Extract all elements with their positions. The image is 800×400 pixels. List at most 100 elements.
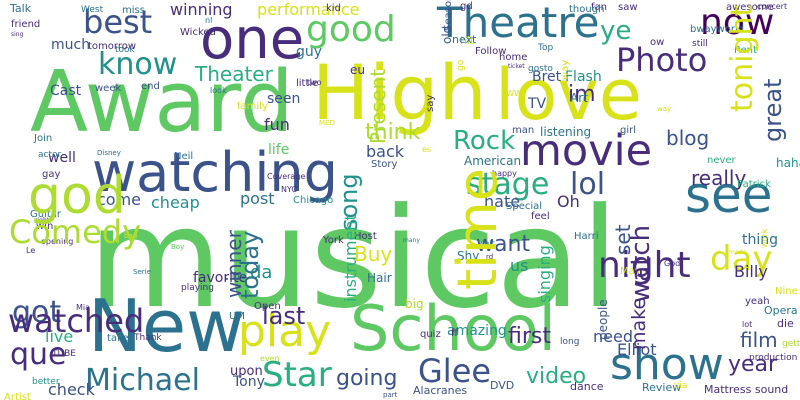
- word-guitar: Guitar: [30, 209, 62, 220]
- word-play: play: [238, 306, 332, 357]
- word-year: year: [728, 352, 778, 377]
- word-hit: hit: [460, 34, 475, 47]
- word-patrick: Patrick: [737, 179, 771, 190]
- word-one: one: [200, 7, 305, 72]
- word-night: night: [598, 245, 691, 286]
- word-video: video: [526, 364, 587, 389]
- word-happy: happy: [492, 169, 517, 178]
- word-stage: stage: [466, 167, 550, 202]
- word-great: great: [759, 78, 787, 142]
- word-set: set: [611, 224, 635, 255]
- word-god-2: god: [28, 166, 126, 226]
- word-may: May: [620, 266, 641, 277]
- word-watching: watching: [92, 141, 338, 204]
- word-rd: rd: [486, 253, 494, 261]
- word-story: Story: [371, 159, 398, 170]
- word-took: took: [115, 45, 135, 55]
- word-production: production: [749, 353, 798, 363]
- word-tv: TV: [528, 96, 547, 112]
- word-first: first: [508, 324, 551, 349]
- word-hair: Hair: [367, 271, 392, 285]
- word-long: long: [560, 337, 580, 347]
- word-art: Art: [570, 91, 588, 105]
- word-cast: Cast: [50, 83, 82, 99]
- word-gosto: gosto: [528, 64, 553, 74]
- word-much: much: [51, 37, 91, 53]
- word-fun: fun: [264, 115, 290, 134]
- word-dance: dance: [570, 380, 604, 393]
- word-hate: hate: [484, 192, 521, 211]
- word-want: want: [476, 232, 531, 257]
- word-chicago: Chicago: [293, 195, 334, 206]
- word-tony: Tony: [233, 374, 265, 390]
- word-new: New: [88, 284, 246, 368]
- word-star: Star: [262, 355, 332, 395]
- word-theater: Theater: [195, 62, 273, 86]
- word-mattress-sound: Mattress sound: [704, 383, 789, 396]
- word-tube: TUBE: [52, 349, 76, 359]
- word-better: better: [32, 377, 60, 387]
- word-shy: Shy: [457, 249, 480, 263]
- word-say: say: [425, 94, 436, 112]
- word-ye: ye: [600, 16, 632, 46]
- word-harri: Harri: [574, 231, 599, 242]
- word-listening: listening: [540, 125, 592, 139]
- word-yeah: yeah: [745, 296, 770, 307]
- word-way: way: [657, 105, 672, 113]
- word-opera: Opera: [764, 304, 798, 317]
- word-show: show: [610, 339, 724, 390]
- word-watched: watched: [8, 302, 145, 340]
- word-still: still: [692, 39, 708, 49]
- word-look: look: [210, 86, 227, 95]
- word-win: win: [36, 221, 54, 232]
- word-though: though: [569, 4, 605, 15]
- word-top: Top: [538, 43, 554, 53]
- word-michael: Michael: [85, 363, 200, 398]
- word-best: best: [83, 3, 153, 41]
- word-buy: Buy: [354, 242, 393, 266]
- word-winner: winner: [222, 230, 246, 298]
- word-american: American: [464, 154, 522, 168]
- word-present: Present: [366, 68, 390, 144]
- word-ticket: ticket: [508, 63, 525, 70]
- word-really: really: [691, 166, 747, 190]
- word-know: know: [98, 47, 178, 82]
- word-nyc: NYC: [281, 185, 298, 194]
- word-us: us: [510, 256, 529, 275]
- word-coverage: Coverage: [267, 172, 306, 181]
- word-two: two: [307, 78, 322, 87]
- word-artist: Artist: [4, 392, 31, 400]
- word-live: live: [45, 327, 74, 346]
- word-part: part: [383, 391, 398, 399]
- word-guy: guy: [296, 44, 323, 60]
- word-week: week: [95, 83, 122, 94]
- word-come: come: [97, 190, 142, 209]
- word-host: Host: [354, 231, 377, 242]
- word-quiz: quiz: [420, 329, 441, 340]
- word-girl: girl: [620, 125, 637, 136]
- word-upon: upon: [230, 364, 263, 379]
- word-time: time: [446, 167, 509, 290]
- word-disney: Disney: [97, 149, 121, 157]
- word-life: life: [268, 142, 290, 158]
- word-love: love: [495, 54, 642, 136]
- word-many: many: [403, 237, 420, 244]
- word-back: back: [366, 142, 405, 161]
- word-med: MED: [319, 119, 335, 127]
- word-blog: blog: [666, 126, 710, 150]
- word-god: God: [664, 259, 681, 268]
- word-thing: thing: [742, 232, 779, 248]
- word-need: need: [593, 327, 633, 346]
- word-never: never: [707, 155, 736, 166]
- word-last: last: [262, 302, 306, 330]
- word-le: Le: [26, 246, 36, 255]
- word-saw: saw: [618, 2, 638, 13]
- word-fan: fan: [591, 2, 607, 13]
- word-next: next: [452, 33, 477, 46]
- word-school: School: [350, 292, 556, 365]
- word-photo: Photo: [616, 41, 708, 79]
- word-gd: gd: [460, 1, 473, 12]
- word-right: right: [35, 217, 50, 224]
- word-lol: lol: [570, 167, 606, 202]
